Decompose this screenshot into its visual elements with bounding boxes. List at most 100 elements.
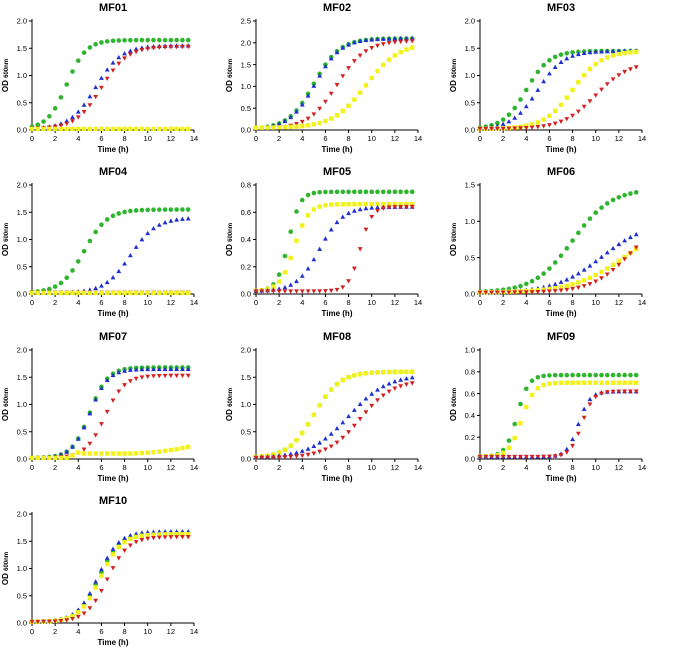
data-point-green (512, 105, 518, 111)
y-tick-label: 0.0 (465, 455, 475, 464)
data-point-yellow (151, 532, 156, 537)
data-point-yellow (162, 290, 168, 296)
data-point-blue (133, 46, 139, 51)
data-point-green (174, 207, 179, 212)
data-point-blue (604, 250, 610, 255)
x-tick-label: 10 (144, 627, 152, 636)
data-point-red (116, 389, 122, 394)
x-tick-label: 4 (76, 627, 80, 636)
data-point-red (512, 454, 518, 460)
data-point-yellow (587, 380, 593, 385)
data-point-yellow (288, 124, 293, 130)
data-point-yellow (404, 369, 409, 375)
x-tick-label: 8 (346, 463, 350, 472)
data-point-green (133, 37, 139, 43)
data-point-red (116, 556, 122, 561)
data-point-yellow (340, 377, 345, 383)
y-tick-label: 1.0 (465, 217, 475, 226)
data-point-red (386, 205, 392, 210)
data-point-yellow (610, 53, 616, 58)
data-point-blue (122, 535, 127, 541)
y-axis-label-sub: 600nm (4, 223, 10, 242)
data-point-blue (328, 56, 334, 61)
data-point-blue (581, 406, 587, 411)
data-point-red (500, 126, 506, 132)
data-point-green (99, 222, 104, 228)
y-axis-label-sub: 600nm (228, 388, 234, 407)
data-point-blue (282, 284, 288, 290)
data-point-yellow (180, 290, 185, 296)
data-point-red (116, 61, 122, 66)
data-point-yellow (76, 290, 81, 296)
data-point-yellow (265, 125, 270, 130)
x-tick-label: 2 (501, 134, 505, 143)
x-tick-label: 0 (478, 298, 482, 307)
data-point-green (616, 194, 622, 200)
data-point-blue (180, 366, 185, 371)
data-point-green (58, 280, 64, 286)
data-point-yellow (547, 381, 552, 386)
data-point-green (93, 41, 98, 47)
data-point-red (369, 403, 375, 409)
data-point-yellow (294, 437, 299, 443)
data-point-red (380, 206, 386, 211)
data-point-blue (311, 83, 317, 88)
data-point-green (104, 39, 110, 44)
data-point-green (369, 189, 375, 195)
data-point-green (404, 189, 409, 195)
x-axis-label: Time (h) (98, 309, 129, 318)
data-point-red (500, 290, 506, 295)
data-point-yellow (541, 382, 546, 388)
data-point-green (156, 207, 162, 212)
y-axis-label-main: OD (449, 242, 458, 256)
y-axis-label-sub: 600nm (228, 59, 234, 78)
data-point-blue (81, 102, 87, 107)
data-point-yellow (363, 371, 369, 376)
data-point-yellow (323, 394, 328, 399)
data-point-blue (564, 446, 570, 451)
data-point-yellow (581, 380, 587, 385)
series-green (477, 190, 639, 294)
series-blue (253, 375, 415, 460)
data-point-yellow (381, 369, 386, 375)
data-point-green (512, 421, 518, 427)
data-point-green (593, 372, 599, 378)
data-point-green (185, 37, 191, 43)
data-point-red (500, 454, 506, 460)
y-tick-label: 1.5 (241, 60, 251, 69)
chart-title: MF08 (323, 331, 351, 343)
data-point-red (323, 99, 328, 105)
data-point-red (398, 39, 404, 45)
y-axis-label-main: OD (1, 78, 10, 92)
data-point-yellow (329, 116, 334, 121)
data-point-yellow (93, 126, 98, 132)
data-point-blue (340, 45, 346, 50)
data-point-red (547, 289, 552, 294)
data-point-yellow (99, 290, 104, 296)
data-point-yellow (386, 369, 392, 375)
x-tick-label: 4 (76, 298, 80, 307)
data-point-blue (127, 533, 133, 538)
data-point-red (29, 619, 35, 625)
data-point-yellow (300, 430, 305, 436)
data-point-yellow (500, 450, 506, 456)
data-point-green (70, 268, 75, 273)
data-point-red (633, 245, 639, 250)
y-tick-label: 0.0 (17, 126, 27, 135)
data-point-red (351, 266, 357, 271)
data-point-red (512, 126, 518, 131)
x-tick-label: 14 (414, 298, 422, 307)
x-tick-label: 6 (99, 134, 103, 143)
data-point-green (541, 373, 546, 379)
data-point-red (369, 46, 375, 51)
y-tick-label: 0.0 (241, 455, 251, 464)
data-point-green (75, 259, 81, 264)
data-point-green (328, 189, 334, 195)
data-point-yellow (110, 290, 116, 296)
x-tick-label: 10 (592, 298, 600, 307)
y-tick-label: 1.5 (465, 181, 475, 190)
data-point-yellow (174, 446, 179, 452)
chart-mf04: MF04 0 2 4 6 8 10 12 14 0.0 0.5 1.0 1.5 2.0 Time (h) OD… (1, 166, 198, 318)
data-point-blue (575, 51, 581, 57)
data-point-yellow (392, 53, 398, 58)
